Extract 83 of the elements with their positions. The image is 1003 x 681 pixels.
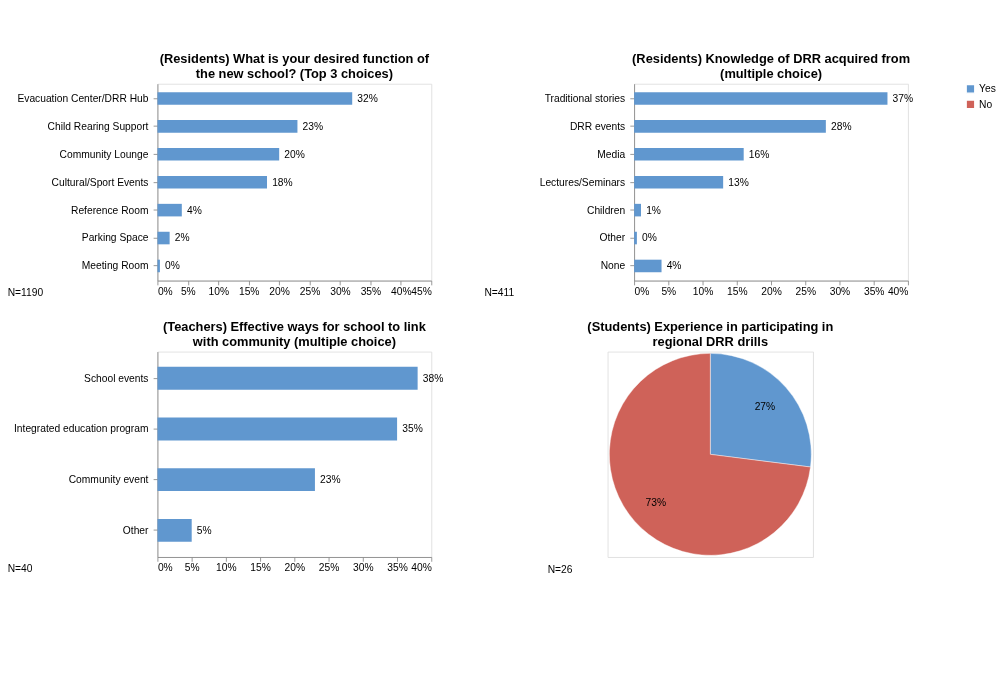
x-tick-label: 30% [829,285,851,297]
x-tick-label: 35% [863,285,885,297]
text: N=26 [547,564,573,576]
bar [157,92,353,105]
data-label: 2% [174,232,190,244]
data-label: 0% [642,232,657,244]
y-tick-label: Evacuation Center/DRR Hub [17,92,149,104]
bar [157,231,170,245]
x-tick-label: 10% [208,285,230,297]
text: N=40 [7,563,33,575]
data-label: 1% [646,204,661,216]
x-tick-label: 40% [391,285,412,297]
x-tick-label: 35% [360,285,382,297]
legend-label: No [979,98,993,110]
y-tick-label: Traditional stories [544,92,626,104]
x-tick-label: 0% [157,285,173,297]
y-tick-label: Community Lounge [59,148,149,160]
y-tick-label: Integrated education program [14,423,149,435]
x-tick-label: 10% [692,285,714,297]
text: N=1190 [7,287,44,299]
x-tick-label: 15% [727,285,748,297]
bar [157,148,280,161]
data-label: 13% [728,176,749,188]
data-label: 4% [186,204,202,216]
x-tick-label: 45% [411,285,432,297]
y-tick-label: None [600,260,626,272]
y-tick-label: Lectures/Seminars [539,176,626,188]
y-tick-label: Community event [68,474,149,486]
y-tick-label: Other [599,232,626,244]
y-tick-label: Meeting Room [81,260,149,272]
x-tick-label: 25% [795,285,816,297]
y-tick-label: Cultural/Sport Events [51,176,149,188]
data-label: 4% [666,260,682,272]
x-tick-label: 15% [238,285,260,297]
x-tick-label: 20% [761,285,782,297]
data-label: 23% [320,474,341,486]
x-tick-label: 5% [180,285,196,297]
x-tick-label: 5% [184,562,200,574]
data-label: 16% [748,148,770,160]
data-label: 0% [165,260,180,272]
data-label: 23% [302,120,324,132]
bar [157,259,160,273]
x-tick-label: 35% [387,562,408,574]
data-label: 27% [754,400,776,412]
bar [157,120,298,133]
data-label: 35% [402,423,423,435]
bar [157,175,268,189]
x-tick-label: 0% [157,562,173,574]
data-label: 38% [422,372,444,384]
x-tick-label: 30% [330,285,351,297]
chart-title: (Residents) What is your desired function of the new school? (Top 3 choices) [159,51,430,81]
chart-title: (Teachers) Effective ways for school to link with community (multiple choice) [162,319,427,349]
x-tick-label: 20% [269,285,290,297]
data-label: 5% [196,524,212,536]
x-tick-label: 10% [216,562,237,574]
x-tick-label: 15% [250,562,271,574]
x-tick-label: 0% [634,285,650,297]
x-tick-label: 5% [661,285,677,297]
x-tick-label: 40% [887,285,909,297]
x-tick-label: 20% [284,562,306,574]
y-tick-label: Parking Space [81,232,149,244]
x-tick-label: 30% [353,562,374,574]
data-label: 20% [284,148,305,160]
data-label: 73% [645,496,667,508]
y-tick-label: Other [122,524,150,536]
bar [157,203,182,217]
data-label: 18% [272,176,293,188]
y-tick-label: Media [597,148,626,160]
x-tick-label: 40% [411,562,432,574]
legend-label: Yes [979,83,996,95]
chart-title: (Residents) Knowledge of DRR acquired from (multiple choice) [632,51,911,81]
data-label: 37% [892,92,914,104]
data-label: 32% [357,92,378,104]
y-tick-label: Child Rearing Support [47,120,149,132]
text: (Students) Experience in participating in regional DRR drills [587,319,834,349]
text: N=411 [484,287,515,299]
y-tick-label: DRR events [569,120,626,132]
y-tick-label: School events [84,372,149,384]
y-tick-label: Children [586,204,626,216]
data-label: 28% [830,120,852,132]
x-tick-label: 25% [318,562,340,574]
x-tick-label: 25% [299,285,321,297]
y-tick-label: Reference Room [71,204,149,216]
